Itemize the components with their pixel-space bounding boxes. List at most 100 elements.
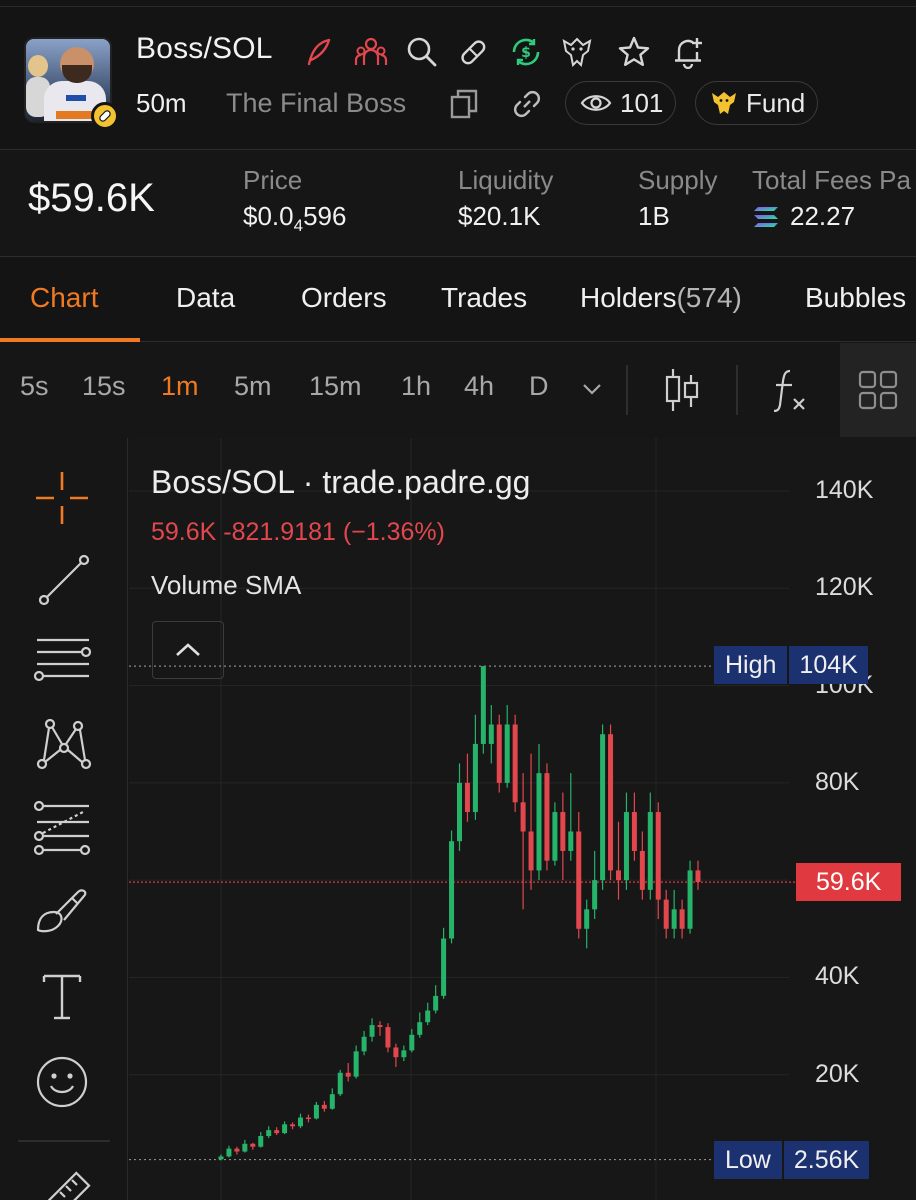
- candle-body: [361, 1036, 367, 1052]
- candle-body: [472, 743, 478, 813]
- price-label: Price: [243, 165, 303, 195]
- candle-body: [305, 1117, 311, 1120]
- low-marker: Low 2.56K: [714, 1141, 870, 1179]
- brush-icon[interactable]: [24, 870, 100, 946]
- copy-icon[interactable]: [446, 86, 482, 122]
- timeframe-5m[interactable]: 5m: [234, 371, 272, 401]
- candle-body: [218, 1156, 224, 1160]
- feather-icon[interactable]: [300, 34, 336, 70]
- candle-body: [568, 831, 574, 851]
- timeframe-4h[interactable]: 4h: [464, 371, 495, 401]
- timeframe-1h[interactable]: 1h: [401, 371, 432, 401]
- layout-grid-button[interactable]: [840, 343, 916, 437]
- trend-line-icon[interactable]: [24, 542, 100, 618]
- solana-icon: [752, 205, 780, 229]
- link-pill-icon[interactable]: [455, 34, 491, 70]
- tab-orders[interactable]: Orders: [301, 282, 387, 313]
- views-pill[interactable]: 101: [565, 81, 676, 125]
- alert-bell-icon[interactable]: [670, 34, 706, 70]
- tab-holders[interactable]: Holders(574): [580, 282, 742, 314]
- candle-body: [258, 1136, 264, 1147]
- candle-body: [679, 909, 685, 929]
- candle-body: [464, 782, 470, 813]
- candle-body: [409, 1034, 415, 1051]
- market-cap: $59.6K: [28, 176, 155, 220]
- candle-body: [234, 1148, 240, 1152]
- active-tab-indicator: [0, 338, 140, 342]
- candle-body: [695, 870, 701, 883]
- stats-bar: $59.6K Price $0.04596 Liquidity $20.1K S…: [0, 151, 916, 257]
- candle-body: [274, 1130, 280, 1134]
- low-label: Low: [714, 1141, 782, 1179]
- ruler-icon[interactable]: [24, 1158, 100, 1200]
- chart-legend-ohlc: 59.6K -821.9181 (−1.36%): [151, 518, 445, 546]
- chevron-down-icon[interactable]: [580, 377, 604, 406]
- link-icon[interactable]: [509, 86, 545, 122]
- price-chart[interactable]: Boss/SOL · trade.padre.gg 59.6K -821.918…: [129, 438, 916, 1200]
- candle-body: [401, 1050, 407, 1058]
- candle-body: [623, 812, 629, 881]
- timeframe-15s[interactable]: 15s: [82, 371, 126, 401]
- price-value: $0.04596: [243, 201, 347, 235]
- candle-body: [433, 995, 439, 1011]
- fees-value: 22.27: [790, 201, 856, 231]
- timeframe-1m[interactable]: 1m: [161, 371, 199, 401]
- tab-bar: Chart Data Orders Trades Holders(574) Bu…: [0, 258, 916, 342]
- candle-body: [393, 1047, 399, 1058]
- candle-body: [631, 812, 637, 851]
- candle-body: [417, 1022, 423, 1035]
- high-marker: High 104K: [714, 646, 868, 684]
- tab-bubbles[interactable]: Bubbles: [805, 282, 907, 313]
- candle-body: [290, 1124, 296, 1127]
- eagle-icon[interactable]: [559, 34, 595, 70]
- drawing-toolbar: [0, 438, 128, 1200]
- pill-badge-icon: [91, 102, 119, 130]
- supply-label: Supply: [638, 165, 718, 195]
- price-prefix: $0.0: [243, 201, 294, 231]
- candle-body: [345, 1072, 351, 1077]
- views-count: 101: [620, 87, 664, 118]
- legend-collapse-button[interactable]: [152, 621, 224, 679]
- crosshair-icon[interactable]: [24, 460, 100, 536]
- candle-body: [663, 899, 669, 929]
- candle-body: [600, 734, 606, 881]
- candle-body: [520, 802, 526, 832]
- pattern-icon[interactable]: [24, 706, 100, 782]
- grid-icon: [858, 370, 898, 410]
- tab-chart[interactable]: Chart: [30, 282, 99, 313]
- timeframe-d[interactable]: D: [529, 371, 549, 401]
- candle-body: [512, 724, 518, 803]
- tab-data[interactable]: Data: [176, 282, 236, 313]
- candle-body: [480, 666, 486, 744]
- timeframe-15m[interactable]: 15m: [309, 371, 362, 401]
- fib-retracement-icon[interactable]: [24, 788, 100, 864]
- horizontal-lines-icon[interactable]: [24, 624, 100, 700]
- indicators-fx-icon[interactable]: [770, 365, 810, 420]
- candle-body: [671, 909, 677, 929]
- search-icon[interactable]: [404, 34, 440, 70]
- candle-body: [282, 1124, 288, 1134]
- high-label: High: [714, 646, 788, 684]
- dollar-swap-icon[interactable]: $: [508, 34, 544, 70]
- emoji-icon[interactable]: [24, 1044, 100, 1120]
- community-icon[interactable]: [353, 34, 389, 70]
- fund-button[interactable]: Fund: [695, 81, 818, 125]
- divider: [736, 365, 738, 415]
- text-tool-icon[interactable]: [24, 958, 100, 1034]
- token-age: 50m: [136, 88, 187, 118]
- eye-icon: [580, 92, 612, 114]
- tab-trades[interactable]: Trades: [441, 282, 528, 313]
- candle-body: [592, 880, 598, 910]
- price-digits: 596: [303, 201, 347, 231]
- timeframe-5s[interactable]: 5s: [20, 371, 49, 401]
- candle-body: [608, 734, 614, 871]
- candle-type-icon[interactable]: [662, 365, 702, 420]
- star-icon[interactable]: [616, 34, 652, 70]
- candle-body: [353, 1051, 359, 1077]
- candle-body: [544, 773, 550, 861]
- candle-body: [266, 1130, 272, 1137]
- candle-body: [528, 831, 534, 871]
- toolbar-divider: [18, 1140, 110, 1142]
- token-avatar[interactable]: [24, 37, 112, 123]
